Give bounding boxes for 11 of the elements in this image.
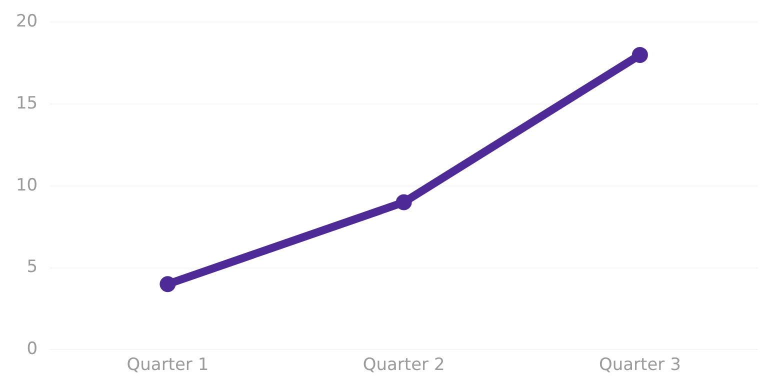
y-tick-label: 5 bbox=[26, 257, 38, 278]
y-tick-label: 20 bbox=[16, 12, 38, 32]
point bbox=[632, 46, 648, 63]
y-tick-label: 0 bbox=[26, 339, 38, 360]
x-tick-label: Quarter 1 bbox=[126, 355, 209, 376]
y-tick-label: 10 bbox=[16, 175, 38, 196]
x-tick-label: Quarter 3 bbox=[598, 355, 681, 376]
y-tick-label: 15 bbox=[16, 93, 38, 114]
point bbox=[160, 276, 176, 292]
x-tick-label: Quarter 2 bbox=[362, 355, 445, 376]
point bbox=[396, 194, 412, 210]
